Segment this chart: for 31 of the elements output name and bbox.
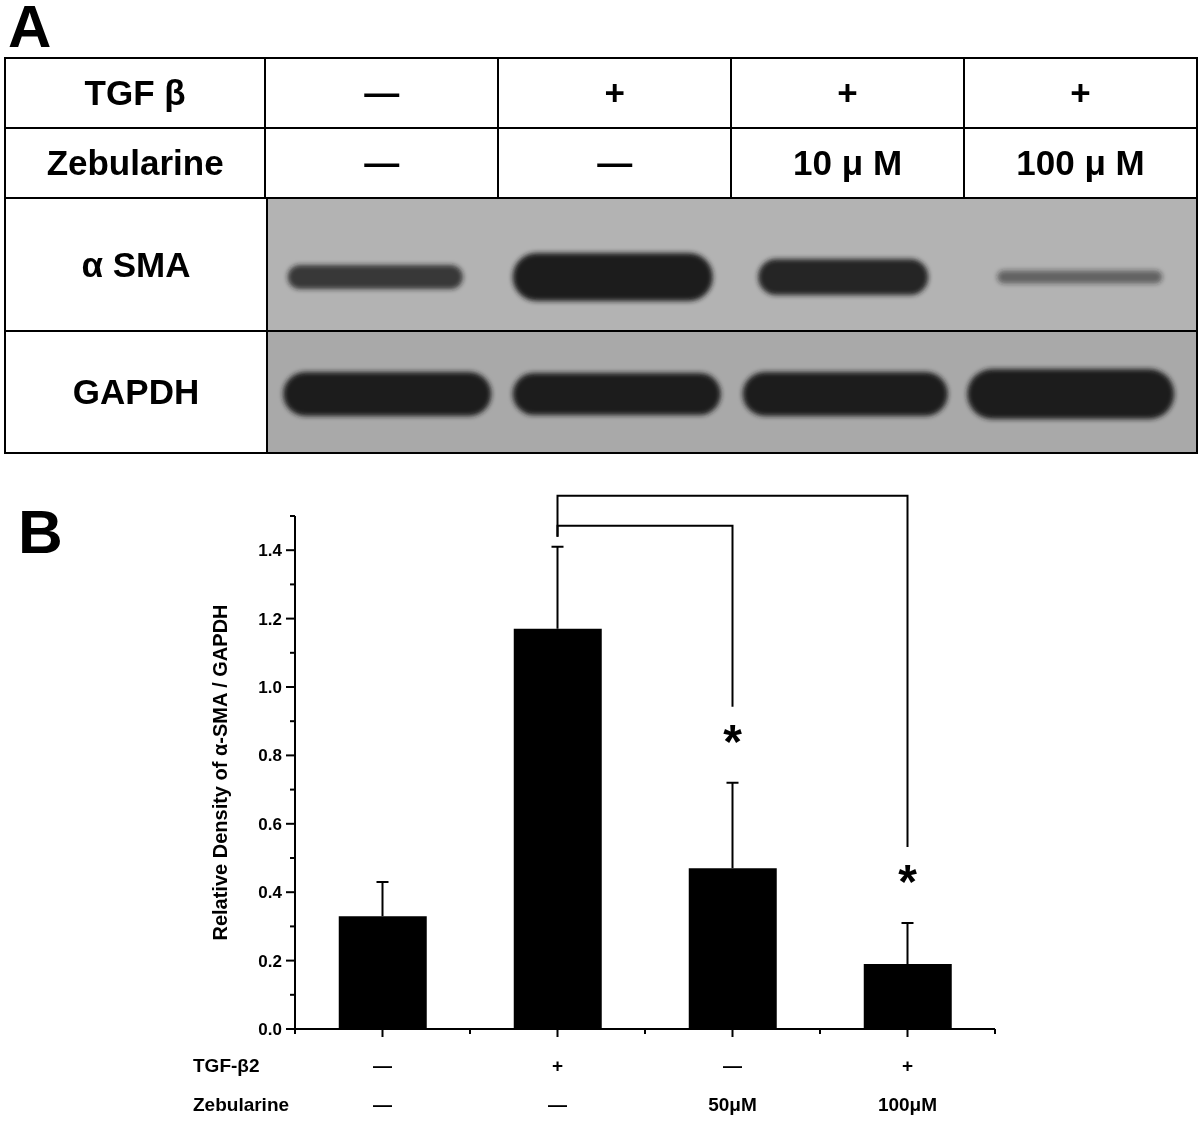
y-tick-label: 0.0 bbox=[258, 1020, 282, 1039]
x-tick-label: — 50μM bbox=[708, 1055, 757, 1115]
text: A bbox=[8, 0, 52, 60]
y-tick-label: 1.2 bbox=[258, 609, 282, 629]
category-label: Zebularine bbox=[46, 143, 224, 182]
text: — bbox=[497, 129, 731, 197]
category-label: GAPDH bbox=[72, 372, 200, 411]
chart-title: B bbox=[18, 497, 63, 566]
text: + bbox=[963, 59, 1196, 127]
text: — bbox=[363, 142, 401, 184]
text: TGF-β2 bbox=[193, 1055, 260, 1076]
text: 10 μ M bbox=[730, 129, 964, 197]
text: 100 μ M bbox=[963, 129, 1196, 197]
x-tick-label: + 100μM bbox=[877, 1055, 938, 1115]
y-tick-label: 0.6 bbox=[258, 814, 282, 834]
text: Zebularine bbox=[193, 1094, 290, 1115]
y-tick-label: 1.4 bbox=[258, 541, 283, 561]
y-tick-label: 0.8 bbox=[258, 746, 282, 766]
y-tick-label: 1.0 bbox=[258, 678, 282, 697]
y-tick-label: 0.4 bbox=[258, 883, 283, 903]
annotation: * bbox=[898, 854, 918, 908]
y-tick-label: 0.2 bbox=[258, 951, 282, 971]
text: — bbox=[363, 72, 401, 114]
x-tick-label: — — bbox=[373, 1055, 392, 1115]
text: + bbox=[730, 59, 964, 127]
x-tick-label: + — bbox=[548, 1055, 567, 1115]
category-label: TGF β bbox=[84, 73, 186, 112]
text: + bbox=[497, 59, 731, 127]
y-axis-title: Relative Density of α-SMA / GAPDH bbox=[209, 604, 231, 941]
category-label: α SMA bbox=[81, 244, 191, 284]
annotation: * bbox=[723, 714, 743, 768]
